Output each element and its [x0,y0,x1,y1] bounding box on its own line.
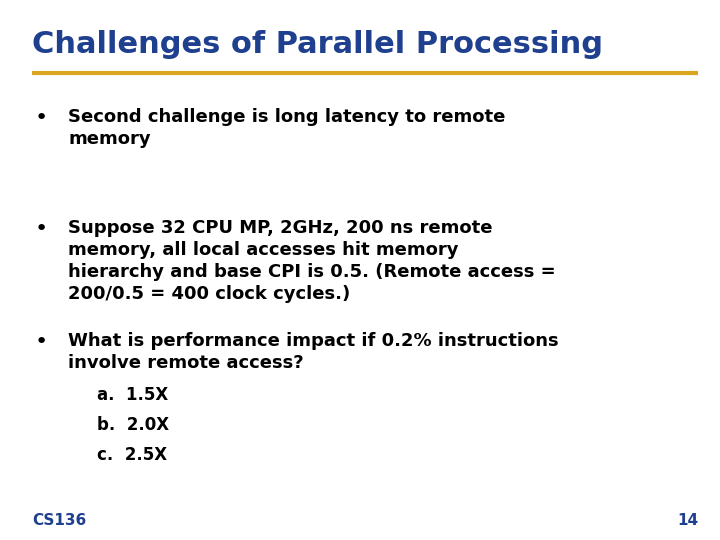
Text: Second challenge is long latency to remote
memory: Second challenge is long latency to remo… [68,108,505,148]
Text: Challenges of Parallel Processing: Challenges of Parallel Processing [32,30,603,59]
Text: What is performance impact if 0.2% instructions
involve remote access?: What is performance impact if 0.2% instr… [68,332,559,372]
Text: Suppose 32 CPU MP, 2GHz, 200 ns remote
memory, all local accesses hit memory
hie: Suppose 32 CPU MP, 2GHz, 200 ns remote m… [68,219,556,303]
Text: c.  2.5X: c. 2.5X [97,446,167,463]
Text: •: • [35,219,48,239]
Text: •: • [35,332,48,352]
Text: CS136: CS136 [32,513,86,528]
Text: b.  2.0X: b. 2.0X [97,416,169,434]
Text: •: • [35,108,48,128]
Text: 14: 14 [678,513,698,528]
Text: a.  1.5X: a. 1.5X [97,386,168,404]
